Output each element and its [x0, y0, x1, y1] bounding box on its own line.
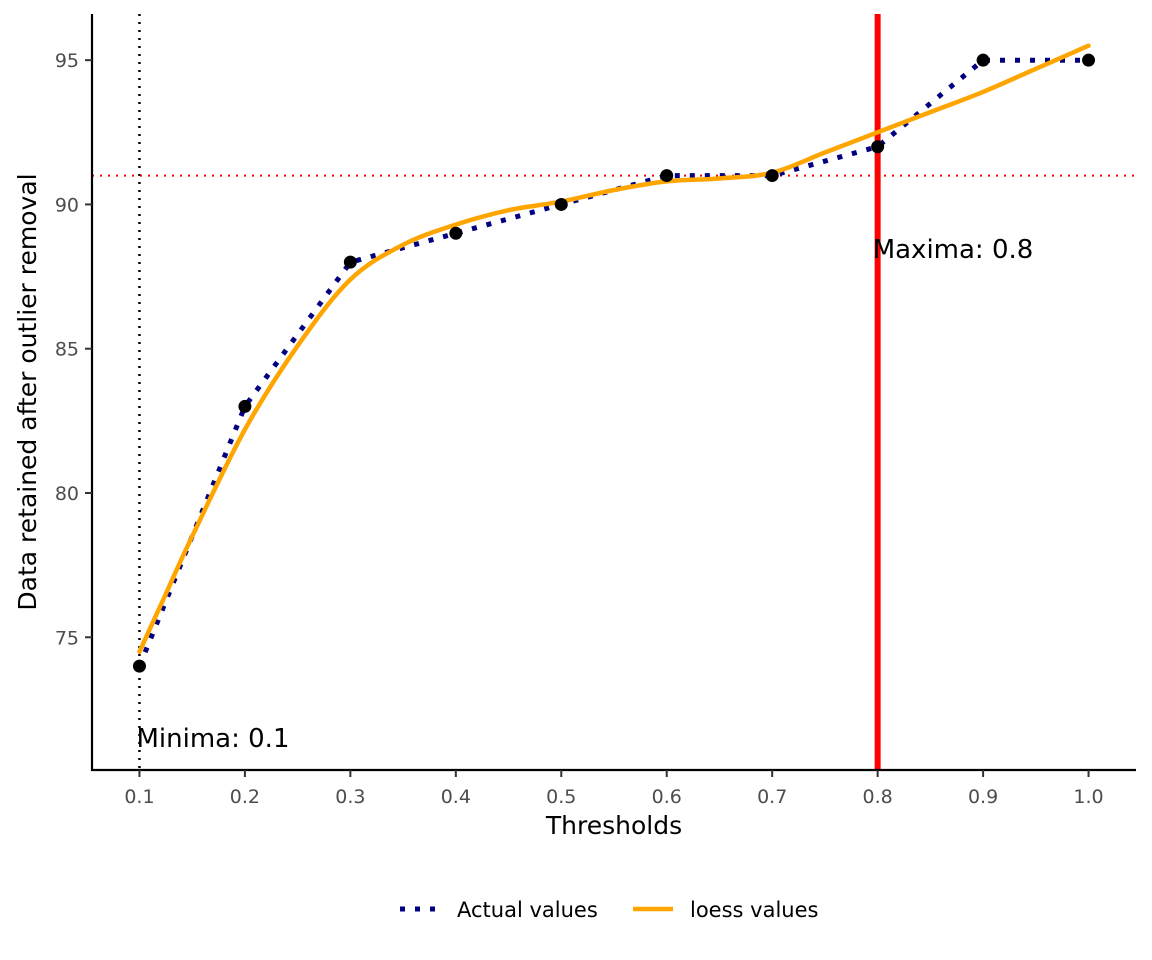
y-axis-title: Data retained after outlier removal — [13, 173, 42, 610]
x-tick-label: 0.4 — [441, 786, 471, 808]
x-tick-label: 0.2 — [230, 786, 260, 808]
x-tick-label: 0.6 — [652, 786, 682, 808]
x-tick-label: 0.9 — [968, 786, 998, 808]
y-tick-label: 85 — [55, 339, 79, 361]
actual-point — [660, 169, 674, 183]
y-tick-label: 80 — [55, 483, 79, 505]
loess-values-line — [137, 43, 1091, 654]
reference-lines — [92, 14, 1136, 770]
y-tick-label: 95 — [55, 50, 79, 72]
actual-values-line — [137, 57, 1089, 668]
maxima-label: Maxima: 0.8 — [873, 235, 1034, 265]
actual-point — [1082, 53, 1096, 67]
y-tick-label: 75 — [55, 627, 79, 649]
x-axis-title: Thresholds — [545, 811, 682, 840]
x-tick-label: 0.1 — [124, 786, 154, 808]
actual-point — [449, 226, 463, 240]
actual-point — [554, 197, 568, 211]
actual-point — [343, 255, 357, 269]
actual-point — [132, 659, 146, 673]
legend: Actual values loess values — [400, 898, 818, 922]
minima-label: Minima: 0.1 — [137, 724, 290, 754]
legend-label-loess: loess values — [690, 898, 818, 922]
annotations: Minima: 0.1 Maxima: 0.8 — [137, 235, 1034, 754]
series-group — [132, 43, 1096, 673]
x-tick-label: 0.8 — [863, 786, 893, 808]
x-tick-label: 0.5 — [546, 786, 576, 808]
axes — [85, 14, 1136, 777]
actual-point — [765, 169, 779, 183]
x-tick-label: 0.7 — [757, 786, 787, 808]
actual-point — [871, 140, 885, 154]
legend-label-actual: Actual values — [457, 898, 598, 922]
tick-labels: 75 80 85 90 95 0.1 0.2 0.3 0.4 0.5 0.6 0.7 0.8 0.9 1.0 — [55, 50, 1104, 808]
x-tick-label: 1.0 — [1073, 786, 1103, 808]
y-tick-label: 90 — [55, 194, 79, 216]
actual-point — [238, 399, 252, 413]
x-tick-label: 0.3 — [335, 786, 365, 808]
actual-point — [976, 53, 990, 67]
